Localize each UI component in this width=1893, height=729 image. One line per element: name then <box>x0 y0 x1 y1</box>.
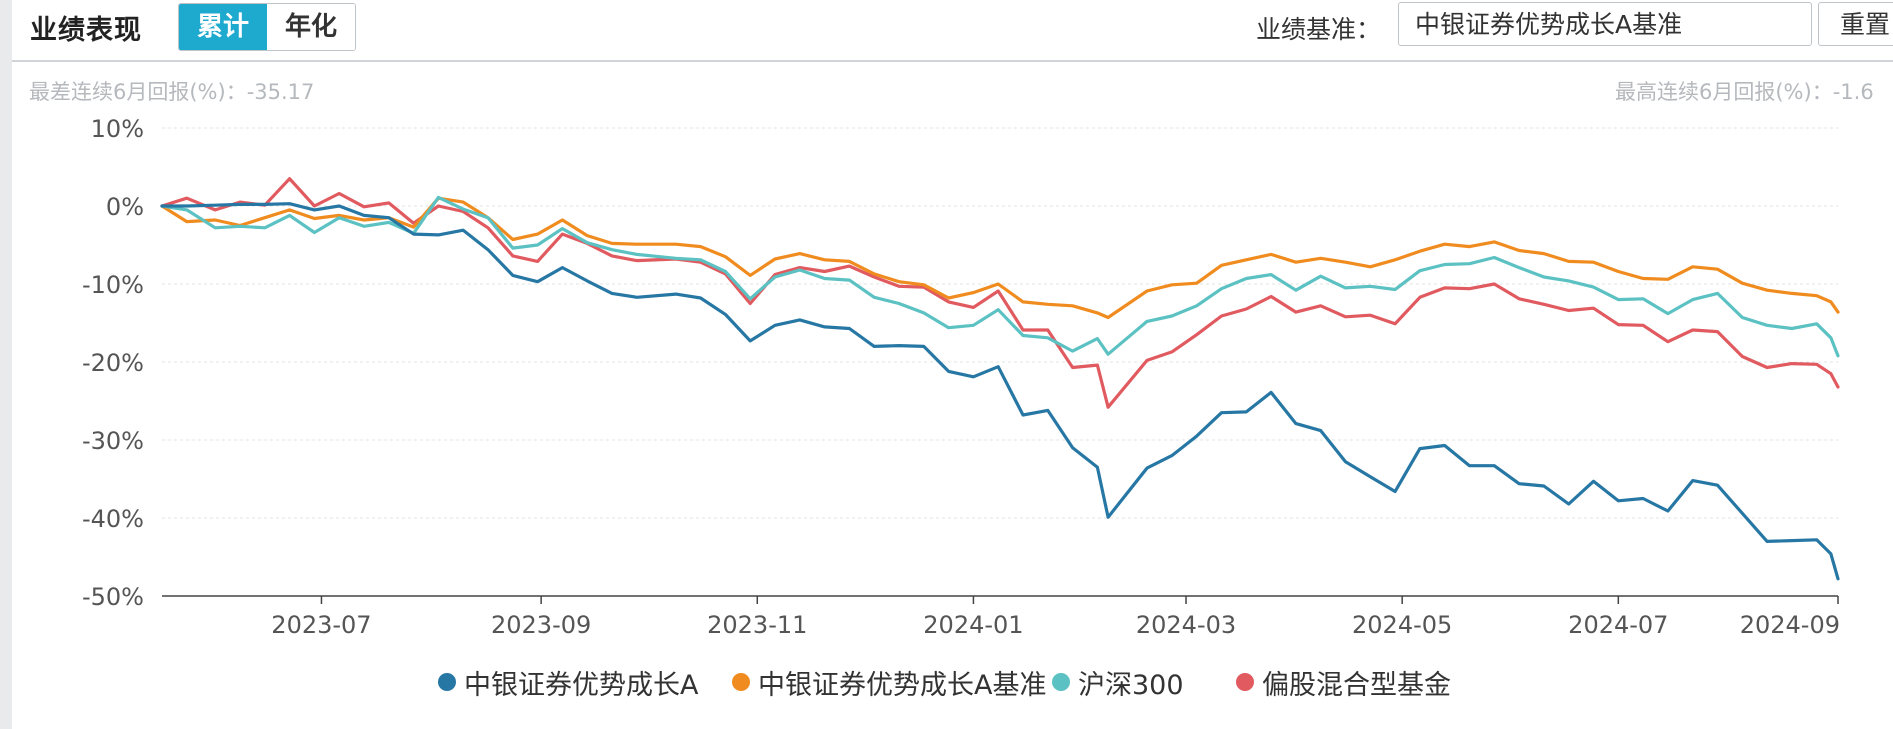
legend-item[interactable]: 中银证券优势成长A基准 <box>732 662 1046 702</box>
legend-item[interactable]: 偏股混合型基金 <box>1236 662 1451 702</box>
x-tick-label: 2024-01 <box>923 611 1023 639</box>
legend-label: 偏股混合型基金 <box>1262 669 1451 701</box>
panel-header: 业绩表现 累计 年化 业绩基准： 中银证券优势成长A基准 重置 <box>12 0 1893 62</box>
panel-title: 业绩表现 <box>30 15 142 46</box>
series-line-1 <box>160 196 1840 320</box>
x-tick-label: 2023-09 <box>491 611 591 639</box>
y-tick-label: -40% <box>82 505 144 533</box>
benchmark-select[interactable]: 中银证券优势成长A基准 <box>1398 2 1812 46</box>
legend-label: 中银证券优势成长A <box>464 669 699 701</box>
x-tick-label: 2024-09 <box>1740 611 1840 639</box>
legend-dot-icon <box>438 673 456 691</box>
y-tick-label: 0% <box>106 193 144 221</box>
y-tick-label: -10% <box>82 271 144 299</box>
mode-tabs: 累计 年化 <box>178 3 356 51</box>
legend-item[interactable]: 沪深300 <box>1052 662 1184 702</box>
x-tick-label: 2024-05 <box>1352 611 1452 639</box>
y-tick-label: -50% <box>82 583 144 611</box>
x-tick-label: 2024-03 <box>1136 611 1236 639</box>
worst-6m-return: 最差连续6月回报(%)：-35.17 <box>29 80 315 104</box>
x-tick-label: 2023-11 <box>707 611 807 639</box>
benchmark-label: 业绩基准： <box>1256 15 1382 44</box>
legend-label: 中银证券优势成长A基准 <box>758 669 1047 701</box>
legend-item[interactable]: 中银证券优势成长A <box>438 662 698 702</box>
best-6m-return: 最高连续6月回报(%)：-1.6 <box>1615 80 1874 104</box>
legend-dot-icon <box>1236 673 1254 691</box>
legend-dot-icon <box>1052 673 1070 691</box>
y-tick-label: 10% <box>91 115 144 143</box>
y-tick-label: -30% <box>82 427 144 455</box>
left-rail <box>0 0 12 729</box>
tab-cumulative[interactable]: 累计 <box>179 4 267 50</box>
legend-label: 沪深300 <box>1078 669 1184 701</box>
y-tick-label: -20% <box>82 349 144 377</box>
reset-button[interactable]: 重置 <box>1818 2 1893 46</box>
tab-annualized[interactable]: 年化 <box>267 4 355 50</box>
series-line-3 <box>160 177 1840 409</box>
series-line-0 <box>160 202 1840 581</box>
series-line-2 <box>160 195 1840 358</box>
x-tick-label: 2023-07 <box>271 611 371 639</box>
x-tick-label: 2024-07 <box>1568 611 1668 639</box>
legend-dot-icon <box>732 673 750 691</box>
